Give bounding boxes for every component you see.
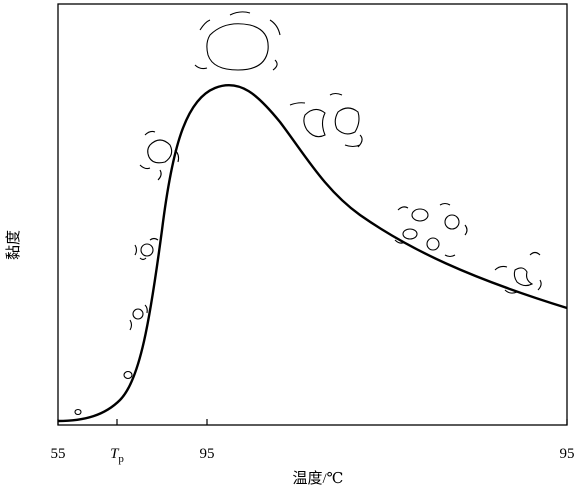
- frame: [57, 3, 568, 426]
- granules: [74, 11, 542, 416]
- tick-main: T: [110, 446, 120, 462]
- x-tick-label: 55: [51, 446, 66, 462]
- x-axis-label: 温度/℃: [293, 470, 344, 487]
- x-tick-label: 95: [560, 446, 575, 462]
- tick-sub: p: [118, 453, 124, 465]
- y-axis-label: 黏度: [5, 230, 22, 260]
- x-ticks: 55 Tp 95 95: [51, 419, 575, 465]
- viscosity-curve: [57, 83, 568, 423]
- x-tick-label: Tp: [110, 446, 124, 465]
- x-tick-label: 95: [200, 446, 215, 462]
